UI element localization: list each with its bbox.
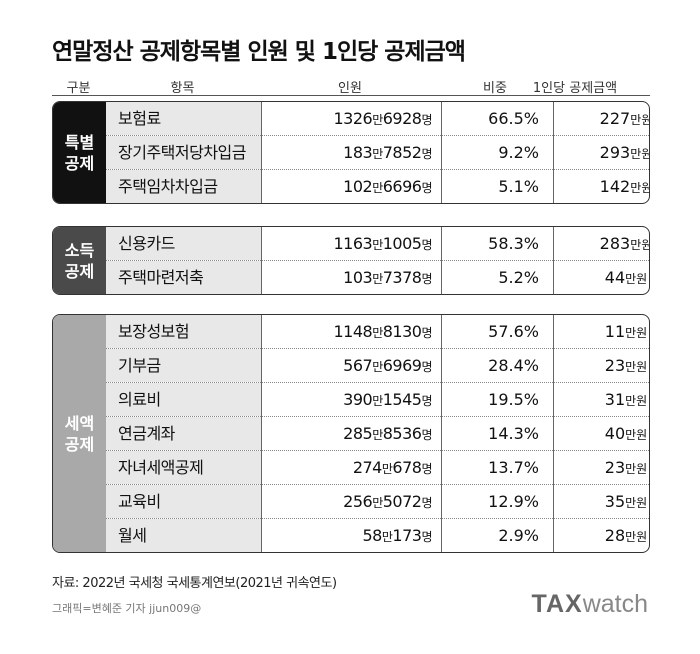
person-count: 102만6696명 bbox=[343, 177, 432, 196]
item-name: 주택임차차입금 bbox=[106, 170, 261, 203]
header-item: 항목 bbox=[170, 81, 195, 96]
table-row: 월세 58만173명 2.9% 28만원 bbox=[106, 519, 649, 552]
ratio-value: 28.4% bbox=[488, 356, 539, 375]
ratio-value: 5.1% bbox=[498, 177, 539, 196]
item-name: 교육비 bbox=[106, 485, 261, 518]
ratio-value: 14.3% bbox=[488, 424, 539, 443]
amount-value: 227만원 bbox=[599, 109, 649, 128]
ratio-value: 5.2% bbox=[498, 268, 539, 287]
item-name: 주택마련저축 bbox=[106, 261, 261, 294]
group-label: 소득 공제 bbox=[53, 227, 106, 294]
column-separator bbox=[261, 315, 262, 552]
amount-value: 11만원 bbox=[604, 322, 648, 341]
ratio-value: 66.5% bbox=[488, 109, 539, 128]
group-label: 세액 공제 bbox=[53, 315, 106, 552]
ratio-value: 9.2% bbox=[498, 143, 539, 162]
item-name: 보험료 bbox=[106, 102, 261, 135]
table-row: 주택마련저축 103만7378명 5.2% 44만원 bbox=[106, 261, 649, 294]
person-count: 256만5072명 bbox=[343, 492, 432, 511]
column-separator bbox=[441, 315, 442, 552]
table-row: 보장성보험 1148만8130명 57.6% 11만원 bbox=[106, 315, 649, 349]
item-name: 신용카드 bbox=[106, 227, 261, 260]
amount-value: 31만원 bbox=[604, 390, 648, 409]
item-name: 보장성보험 bbox=[106, 315, 261, 348]
ratio-value: 19.5% bbox=[488, 390, 539, 409]
table-row: 기부금 567만6969명 28.4% 23만원 bbox=[106, 349, 649, 383]
table-row: 주택임차차입금 102만6696명 5.1% 142만원 bbox=[106, 170, 649, 203]
item-name: 기부금 bbox=[106, 349, 261, 382]
table-row: 연금계좌 285만8536명 14.3% 40만원 bbox=[106, 417, 649, 451]
person-count: 1326만6928명 bbox=[333, 109, 432, 128]
column-separator bbox=[553, 315, 554, 552]
page-title: 연말정산 공제항목별 인원 및 1인당 공제금액 bbox=[52, 39, 466, 65]
person-count: 274만678명 bbox=[352, 458, 433, 477]
column-separator bbox=[441, 227, 442, 294]
amount-value: 35만원 bbox=[604, 492, 648, 511]
item-name: 의료비 bbox=[106, 383, 261, 416]
item-name: 자녀세액공제 bbox=[106, 451, 261, 484]
header-group: 구분 bbox=[66, 81, 91, 96]
person-count: 390만1545명 bbox=[343, 390, 432, 409]
column-separator bbox=[441, 102, 442, 203]
table-row: 자녀세액공제 274만678명 13.7% 23만원 bbox=[106, 451, 649, 485]
ratio-value: 2.9% bbox=[498, 526, 539, 545]
person-count: 183만7852명 bbox=[343, 143, 432, 162]
table-row: 의료비 390만1545명 19.5% 31만원 bbox=[106, 383, 649, 417]
header-divider bbox=[52, 95, 650, 96]
header-count: 인원 bbox=[338, 81, 362, 96]
person-count: 1148만8130명 bbox=[333, 322, 432, 341]
person-count: 1163만1005명 bbox=[333, 234, 432, 253]
table-row: 보험료 1326만6928명 66.5% 227만원 bbox=[106, 102, 649, 136]
item-name: 월세 bbox=[106, 519, 261, 552]
amount-value: 23만원 bbox=[604, 356, 648, 375]
ratio-value: 58.3% bbox=[488, 234, 539, 253]
taxwatch-logo: TAXwatch bbox=[531, 590, 648, 618]
header-amount: 1인당 공제금액 bbox=[532, 81, 618, 96]
table-row: 신용카드 1163만1005명 58.3% 283만원 bbox=[106, 227, 649, 261]
header-ratio: 비중 bbox=[483, 81, 507, 96]
column-separator bbox=[261, 227, 262, 294]
group-label: 특별 공제 bbox=[53, 102, 106, 203]
item-name: 장기주택저당차입금 bbox=[106, 136, 261, 169]
amount-value: 23만원 bbox=[604, 458, 648, 477]
amount-value: 283만원 bbox=[599, 234, 649, 253]
person-count: 567만6969명 bbox=[343, 356, 432, 375]
column-separator bbox=[553, 227, 554, 294]
ratio-value: 12.9% bbox=[488, 492, 539, 511]
source-note: 자료: 2022년 국세청 국세통계연보(2021년 귀속연도) bbox=[52, 576, 337, 591]
person-count: 103만7378명 bbox=[343, 268, 432, 287]
ratio-value: 13.7% bbox=[488, 458, 539, 477]
amount-value: 44만원 bbox=[604, 268, 648, 287]
amount-value: 142만원 bbox=[599, 177, 649, 196]
item-name: 연금계좌 bbox=[106, 417, 261, 450]
amount-value: 293만원 bbox=[599, 143, 649, 162]
column-separator bbox=[261, 102, 262, 203]
table-row: 교육비 256만5072명 12.9% 35만원 bbox=[106, 485, 649, 519]
table-row: 장기주택저당차입금 183만7852명 9.2% 293만원 bbox=[106, 136, 649, 170]
person-count: 285만8536명 bbox=[343, 424, 432, 443]
person-count: 58만173명 bbox=[362, 526, 433, 545]
graphic-credit: 그래픽=변혜준 기자 jjun009@ bbox=[52, 602, 202, 615]
ratio-value: 57.6% bbox=[488, 322, 539, 341]
amount-value: 40만원 bbox=[604, 424, 648, 443]
column-separator bbox=[553, 102, 554, 203]
amount-value: 28만원 bbox=[604, 526, 648, 545]
